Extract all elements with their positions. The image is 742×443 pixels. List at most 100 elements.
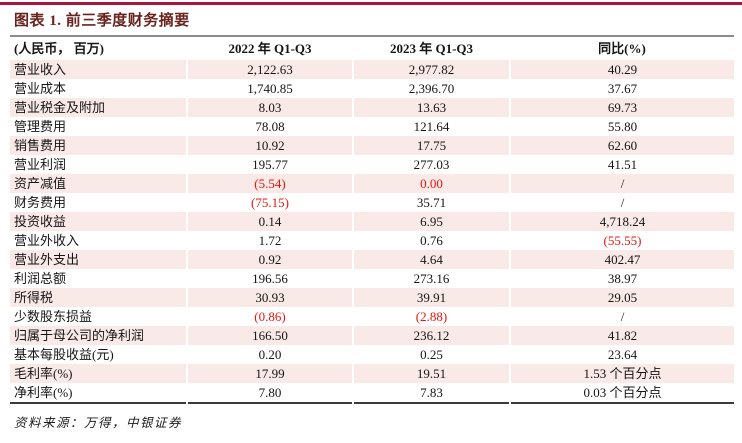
- table-body: 营业收入 2,122.63 2,977.82 40.29 营业成本 1,740.85 2,3…: [10, 60, 734, 403]
- table-row: 所得税 30.93 39.91 29.05: [10, 288, 734, 307]
- cell-value: 195.77: [186, 155, 353, 174]
- cell-value: 121.64: [352, 117, 510, 136]
- col-header-currency-unit: (人民币， 百万): [14, 41, 104, 56]
- row-label: 财务费用: [14, 195, 67, 210]
- cell-value: 0.25: [352, 345, 510, 364]
- cell-value: 19.51: [352, 364, 510, 383]
- cell-value: (0.86): [186, 307, 353, 326]
- row-label: 资产减值: [14, 176, 67, 191]
- table-row: 毛利率(%) 17.99 19.51 1.53 个百分点: [10, 364, 734, 383]
- source-note: 资料来源：万得，中银证券: [14, 416, 183, 430]
- row-label: 投资收益: [14, 214, 67, 229]
- row-label: 净利率(%): [14, 385, 73, 400]
- table-block: 图表 1. 前三季度财务摘要 (人民币， 百万) 2022 年 Q1-Q3 20…: [10, 6, 734, 431]
- cell-value: 0.03 个百分点: [509, 383, 734, 403]
- cell-value: 1,740.85: [186, 79, 353, 98]
- cell-value: 62.60: [509, 136, 734, 155]
- cell-value: 13.63: [352, 98, 510, 117]
- row-label: 营业利润: [14, 157, 67, 172]
- cell-value: /: [509, 193, 734, 212]
- cell-value: 4.64: [352, 250, 510, 269]
- col-header-2023-q1q3: 2023 年 Q1-Q3: [389, 41, 474, 56]
- cell-value: 10.92: [186, 136, 353, 155]
- cell-value: 55.80: [509, 117, 734, 136]
- table-row: 基本每股收益(元) 0.20 0.25 23.64: [10, 345, 734, 364]
- cell-value: (2.88): [352, 307, 510, 326]
- cell-value: 1.53 个百分点: [509, 364, 734, 383]
- cell-value: 17.75: [352, 136, 510, 155]
- cell-value: 7.80: [186, 383, 353, 403]
- row-label: 少数股东损益: [14, 309, 93, 324]
- cell-value: 39.91: [352, 288, 510, 307]
- cell-value: 30.93: [186, 288, 353, 307]
- cell-value: 2,396.70: [352, 79, 510, 98]
- cell-value: 0.00: [352, 174, 510, 193]
- cell-value: 277.03: [352, 155, 510, 174]
- cell-value: 4,718.24: [509, 212, 734, 231]
- cell-value: 2,122.63: [186, 60, 353, 79]
- cell-value: 166.50: [186, 326, 353, 345]
- cell-value: 69.73: [509, 98, 734, 117]
- table-header: (人民币， 百万) 2022 年 Q1-Q3 2023 年 Q1-Q3 同比(%…: [10, 36, 734, 60]
- cell-value: 41.82: [509, 326, 734, 345]
- row-label: 营业外收入: [14, 233, 80, 248]
- row-label: 营业外支出: [14, 252, 80, 267]
- cell-value: 2,977.82: [352, 60, 510, 79]
- cell-value: 273.16: [352, 269, 510, 288]
- table-row: 财务费用 (75.15) 35.71/: [10, 193, 734, 212]
- cell-value: 78.08: [186, 117, 353, 136]
- cell-value: (75.15): [186, 193, 353, 212]
- cell-value: (55.55): [509, 231, 734, 250]
- row-label: 归属于母公司的净利润: [14, 328, 145, 343]
- table-row: 营业外支出 0.92 4.64 402.47: [10, 250, 734, 269]
- table-title: 图表 1. 前三季度财务摘要: [14, 13, 190, 29]
- cell-value: 38.97: [509, 269, 734, 288]
- row-label: 营业税金及附加: [14, 100, 106, 115]
- table-row: 归属于母公司的净利润 166.50 236.12 41.82: [10, 326, 734, 345]
- row-label: 基本每股收益(元): [14, 347, 114, 362]
- table-row: 资产减值 (5.54) 0.00/: [10, 174, 734, 193]
- table-header-row: (人民币， 百万) 2022 年 Q1-Q3 2023 年 Q1-Q3 同比(%…: [10, 36, 734, 60]
- table-row: 投资收益 0.14 6.95 4,718.24: [10, 212, 734, 231]
- cell-value: /: [509, 307, 734, 326]
- table-row: 营业外收入 1.72 0.76 (55.55): [10, 231, 734, 250]
- table-row: 营业成本 1,740.85 2,396.70 37.67: [10, 79, 734, 98]
- col-header-2022-q1q3: 2022 年 Q1-Q3: [228, 41, 312, 56]
- cell-value: /: [509, 174, 734, 193]
- financial-summary-table: (人民币， 百万) 2022 年 Q1-Q3 2023 年 Q1-Q3 同比(%…: [10, 35, 734, 404]
- table-row: 营业收入 2,122.63 2,977.82 40.29: [10, 60, 734, 79]
- cell-value: 6.95: [352, 212, 510, 231]
- row-label: 利润总额: [14, 271, 67, 286]
- table-row: 利润总额 196.56 273.16 38.97: [10, 269, 734, 288]
- cell-value: 236.12: [352, 326, 510, 345]
- table-row: 销售费用 10.92 17.75 62.60: [10, 136, 734, 155]
- cell-value: 37.67: [509, 79, 734, 98]
- table-row: 营业税金及附加 8.03 13.63 69.73: [10, 98, 734, 117]
- cell-value: 0.76: [352, 231, 510, 250]
- cell-value: 8.03: [186, 98, 353, 117]
- cell-value: 0.20: [186, 345, 353, 364]
- top-accent-bar: [0, 2, 742, 5]
- cell-value: 0.14: [186, 212, 353, 231]
- row-label: 销售费用: [14, 138, 67, 153]
- cell-value: 40.29: [509, 60, 734, 79]
- row-label: 所得税: [14, 290, 54, 305]
- cell-value: 7.83: [352, 383, 510, 403]
- cell-value: 35.71: [352, 193, 510, 212]
- cell-value: 0.92: [186, 250, 353, 269]
- table-row: 营业利润 195.77 277.03 41.51: [10, 155, 734, 174]
- row-label: 营业收入: [14, 62, 67, 77]
- cell-value: (5.54): [186, 174, 353, 193]
- cell-value: 196.56: [186, 269, 353, 288]
- cell-value: 41.51: [509, 155, 734, 174]
- table-row: 管理费用 78.08 121.64 55.80: [10, 117, 734, 136]
- cell-value: 17.99: [186, 364, 353, 383]
- cell-value: 23.64: [509, 345, 734, 364]
- cell-value: 402.47: [509, 250, 734, 269]
- cell-value: 1.72: [186, 231, 353, 250]
- table-row: 净利率(%) 7.80 7.83 0.03 个百分点: [10, 383, 734, 403]
- table-row: 少数股东损益 (0.86) (2.88) /: [10, 307, 734, 326]
- cell-value: 29.05: [509, 288, 734, 307]
- col-header-yoy: 同比(%): [598, 41, 646, 56]
- row-label: 管理费用: [14, 119, 67, 134]
